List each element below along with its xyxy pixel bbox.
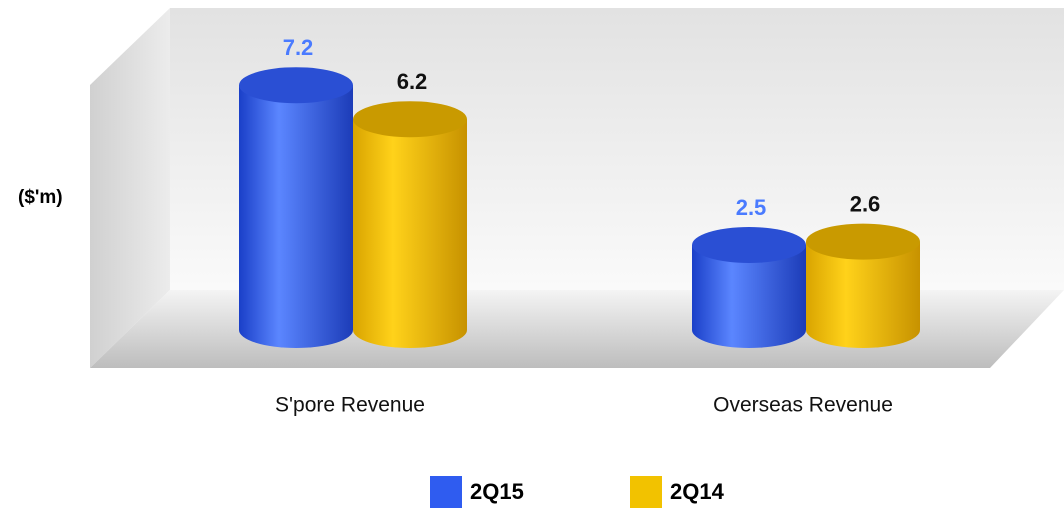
bar — [239, 85, 353, 330]
bar — [353, 119, 467, 330]
value-label: 2.5 — [736, 195, 767, 220]
legend-label: 2Q15 — [470, 479, 524, 504]
value-label: 6.2 — [397, 69, 428, 94]
bar-top — [806, 223, 920, 260]
legend-swatch — [630, 476, 662, 508]
legend-swatch — [430, 476, 462, 508]
bar-top — [353, 101, 467, 138]
value-label: 2.6 — [850, 191, 881, 216]
y-axis-label: ($'m) — [18, 187, 63, 208]
x-tick-label: S'pore Revenue — [275, 394, 425, 417]
side-wall — [90, 8, 170, 368]
legend-label: 2Q14 — [670, 479, 725, 504]
bar-top — [239, 67, 353, 104]
bar-top — [692, 227, 806, 263]
value-label: 7.2 — [283, 35, 314, 60]
x-tick-label: Overseas Revenue — [713, 394, 893, 417]
